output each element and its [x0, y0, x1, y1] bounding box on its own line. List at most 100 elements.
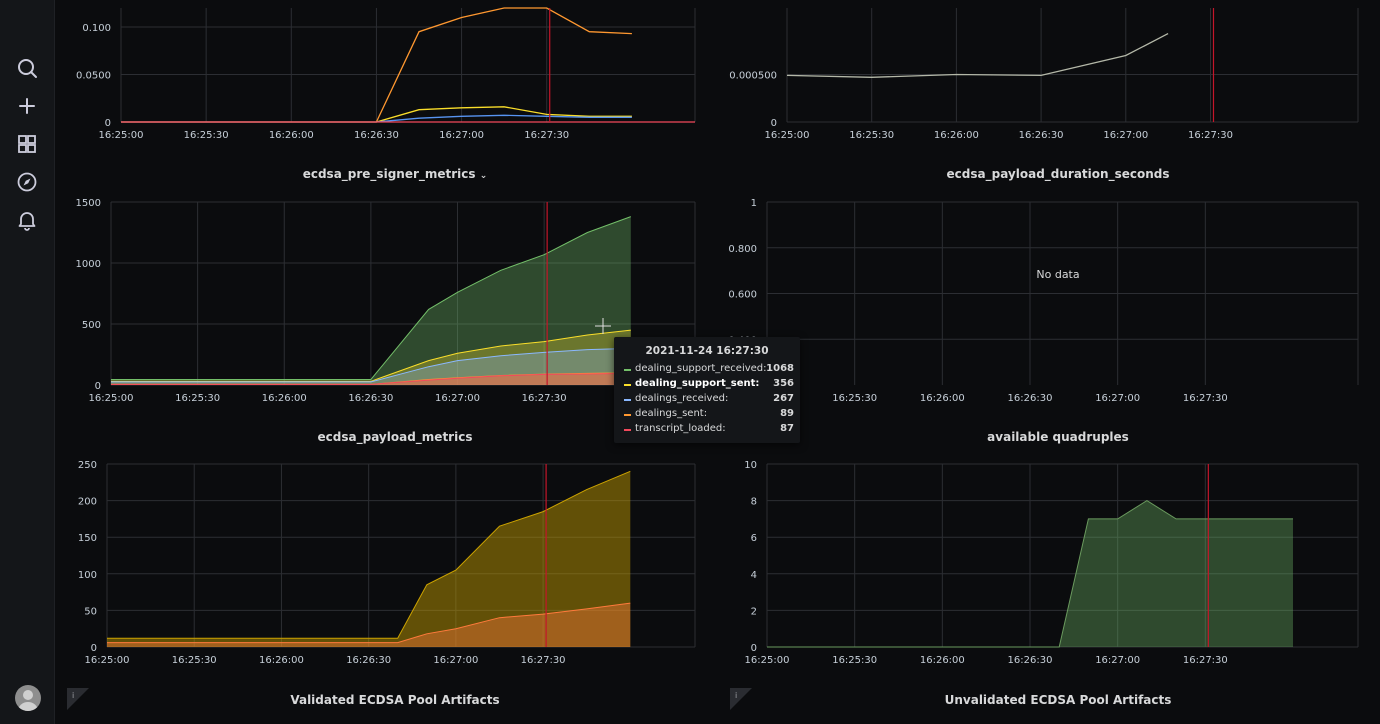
y-tick-label: 250: [78, 460, 97, 471]
y-tick-label: 10: [744, 460, 757, 471]
panel-title-payload-duration[interactable]: ecdsa_payload_duration_seconds: [946, 167, 1170, 181]
quadruples-area-chart[interactable]: 0 2 4 6 8 10 16:25:00 16:25:30 16:26:00 16:26:30 1…: [714, 452, 1380, 674]
tooltip-row: dealing_support_sent: 356: [624, 378, 794, 392]
x-tick-label: 16:26:00: [934, 130, 979, 141]
y-tick-label: 1500: [76, 198, 101, 209]
top-left-line-chart[interactable]: 0 0.0500 0.100 16:25:00 16:25:30 16:26:00 16:2…: [54, 0, 714, 150]
tooltip-row: dealings_received: 267: [624, 393, 794, 407]
no-data-label: No data: [1036, 268, 1079, 281]
y-tick-label: 0: [105, 118, 111, 129]
series-area: [111, 373, 631, 385]
x-tick-label: 16:26:00: [920, 393, 965, 404]
crosshair-cursor-icon: [595, 318, 611, 334]
top-right-line-chart[interactable]: 0 0.000500 16:25:00 16:25:30 16:26:00 16:26:3…: [714, 0, 1380, 150]
bell-icon[interactable]: [15, 208, 39, 232]
x-tick-label: 16:27:00: [435, 393, 480, 404]
series-swatch: [624, 384, 631, 386]
x-tick-label: 16:25:00: [99, 130, 144, 141]
series-line: [786, 33, 1169, 78]
panel-info-icon[interactable]: i: [67, 688, 89, 710]
x-tick-label: 16:27:30: [521, 655, 566, 666]
x-tick-label: 16:27:30: [522, 393, 567, 404]
x-tick-label: 16:25:30: [184, 130, 229, 141]
tooltip-time: 2021-11-24 16:27:30: [645, 345, 769, 357]
series-area-line: [111, 329, 631, 382]
x-tick-label: 16:25:30: [832, 393, 877, 404]
x-tick-label: 16:26:00: [259, 655, 304, 666]
series-area: [107, 603, 631, 647]
dashboards-grid-icon[interactable]: [15, 132, 39, 156]
user-avatar[interactable]: [15, 685, 41, 711]
x-tick-label: 16:25:30: [172, 655, 217, 666]
series-swatch: [624, 429, 631, 431]
x-tick-label: 16:25:30: [849, 130, 894, 141]
series-area: [107, 471, 631, 647]
tooltip-row: dealings_sent: 89: [624, 408, 794, 422]
panel-title-pre-signer[interactable]: ecdsa_pre_signer_metrics ⌄: [302, 167, 488, 181]
y-tick-label: 0: [751, 643, 757, 654]
series-area: [111, 216, 631, 385]
panel-title-quadruples[interactable]: available quadruples: [987, 430, 1129, 444]
x-tick-label: 16:27:30: [1183, 393, 1228, 404]
x-tick-label: 16:27:00: [433, 655, 478, 666]
compass-icon[interactable]: [15, 170, 39, 194]
x-tick-label: 16:26:30: [1008, 655, 1053, 666]
panel-info-icon[interactable]: i: [730, 688, 752, 710]
series-area: [767, 500, 1293, 647]
y-tick-label: 200: [78, 497, 97, 508]
svg-text:i: i: [72, 691, 74, 700]
x-tick-label: 16:27:30: [1183, 655, 1228, 666]
y-tick-label: 2: [751, 606, 757, 617]
series-area-line: [767, 500, 1293, 648]
x-tick-label: 16:26:30: [1008, 393, 1053, 404]
sidebar: [0, 0, 55, 724]
series-area-line: [111, 372, 631, 385]
y-tick-label: 0: [95, 381, 101, 392]
series-area: [111, 330, 631, 385]
y-tick-label: 0.800: [728, 244, 757, 255]
series-swatch: [624, 369, 631, 371]
panel-title-unvalidated[interactable]: Unvalidated ECDSA Pool Artifacts: [944, 693, 1172, 707]
y-tick-label: 0: [91, 643, 97, 654]
chart-tooltip: 2021-11-24 16:27:30 dealing_support_rece…: [614, 337, 800, 443]
y-tick-label: 4: [751, 570, 757, 581]
dashboard: 0 0.0500 0.100 16:25:00 16:25:30 16:26:00 16:2…: [54, 0, 1380, 724]
series-swatch: [624, 399, 631, 401]
pre-signer-area-chart[interactable]: 0 500 1000 1500 16:25:00 16:25:30 16:26:00 16:2…: [54, 190, 714, 412]
y-tick-label: 8: [751, 497, 757, 508]
y-tick-label: 500: [82, 320, 101, 331]
y-tick-label: 100: [78, 570, 97, 581]
y-tick-label: 0: [771, 118, 777, 129]
y-tick-label: 50: [84, 606, 97, 617]
payload-metrics-area-chart[interactable]: 0 50 100 150 200 250 16:25:00 16:25:30 16:26:00 1…: [54, 452, 714, 674]
tooltip-row: dealing_support_received: 1068: [624, 363, 794, 377]
panel-title-payload-metrics[interactable]: ecdsa_payload_metrics: [317, 430, 473, 444]
y-tick-label: 1000: [76, 259, 101, 270]
y-tick-label: 0.0500: [76, 71, 111, 82]
x-tick-label: 16:26:00: [262, 393, 307, 404]
plus-icon[interactable]: [15, 94, 39, 118]
series-area-line: [111, 347, 631, 383]
search-icon[interactable]: [15, 56, 39, 80]
x-tick-label: 16:25:00: [745, 655, 790, 666]
y-tick-label: 0.000500: [729, 71, 777, 82]
payload-duration-chart[interactable]: 0.4000.6000.800116:25:0016:25:3016:26:00…: [714, 190, 1380, 412]
y-tick-label: 0.100: [82, 23, 111, 34]
x-tick-label: 16:26:30: [354, 130, 399, 141]
x-tick-label: 16:25:30: [175, 393, 220, 404]
y-tick-label: 1: [751, 198, 757, 209]
x-tick-label: 16:27:00: [1095, 393, 1140, 404]
x-tick-label: 16:26:00: [920, 655, 965, 666]
series-area-line: [107, 602, 631, 644]
panel-title-validated[interactable]: Validated ECDSA Pool Artifacts: [290, 693, 500, 707]
tooltip-row: transcript_loaded: 87: [624, 423, 794, 437]
x-tick-label: 16:26:30: [346, 655, 391, 666]
chevron-down-icon[interactable]: ⌄: [479, 171, 488, 181]
x-tick-label: 16:25:00: [85, 655, 130, 666]
svg-text:i: i: [735, 691, 737, 700]
x-tick-label: 16:26:00: [269, 130, 314, 141]
x-tick-label: 16:27:00: [439, 130, 484, 141]
x-tick-label: 16:27:30: [524, 130, 569, 141]
series-swatch: [624, 414, 631, 416]
series-area-line: [111, 216, 631, 380]
